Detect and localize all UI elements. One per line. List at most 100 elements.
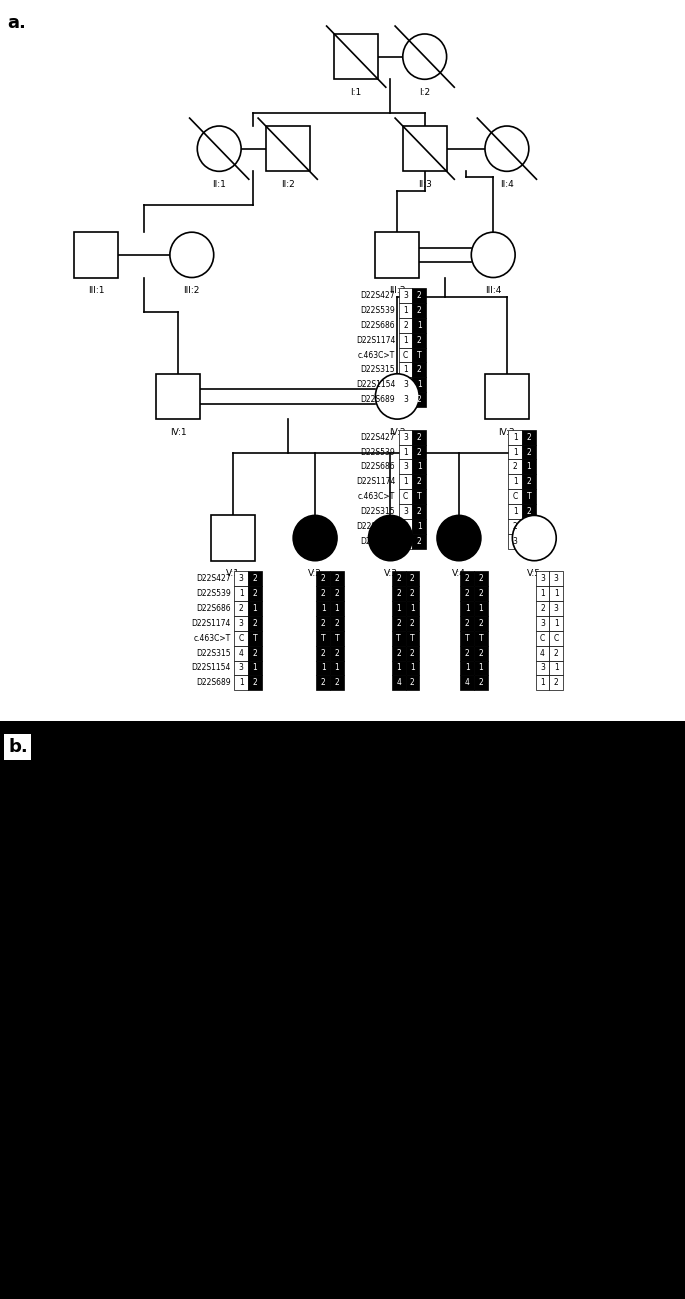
Text: D22S1174: D22S1174 [356, 477, 395, 486]
Polygon shape [25, 427, 645, 1069]
Bar [392, 675, 406, 690]
Bar [474, 616, 488, 631]
Text: 1: 1 [397, 604, 401, 613]
Bar [460, 601, 474, 616]
Bar [406, 646, 419, 660]
Bar [406, 675, 419, 690]
Text: c.463C>T: c.463C>T [194, 634, 231, 643]
Text: D22S315: D22S315 [360, 365, 395, 374]
Text: 2: 2 [417, 335, 421, 344]
Bar [330, 631, 344, 646]
Text: III:1: III:1 [88, 286, 104, 295]
Bar [549, 631, 563, 646]
Text: 2: 2 [527, 507, 531, 516]
Bar [536, 631, 549, 646]
Bar [330, 660, 344, 675]
Text: 1: 1 [417, 462, 421, 472]
Text: 1: 1 [239, 678, 243, 687]
Bar [474, 586, 488, 601]
Text: 2: 2 [465, 590, 469, 598]
Bar [334, 34, 378, 79]
Text: V:4: V:4 [452, 569, 466, 578]
Bar [536, 660, 549, 675]
Circle shape [471, 233, 515, 278]
Text: T: T [397, 634, 401, 643]
Bar [392, 631, 406, 646]
Text: C: C [238, 634, 244, 643]
Text: T: T [321, 634, 325, 643]
Bar [412, 518, 426, 534]
Text: IV:3: IV:3 [499, 427, 515, 436]
Text: I:2: I:2 [419, 88, 430, 97]
Text: 2: 2 [417, 507, 421, 516]
Bar [316, 675, 330, 690]
Text: 2: 2 [479, 678, 483, 687]
Bar [508, 518, 522, 534]
Bar [412, 303, 426, 318]
Bar [412, 430, 426, 444]
Bar [316, 586, 330, 601]
Bar [0, 721, 50, 788]
Text: 3: 3 [553, 574, 559, 583]
Text: 3: 3 [540, 618, 545, 627]
Text: 2: 2 [410, 574, 414, 583]
Bar [412, 288, 426, 303]
Bar [399, 333, 412, 348]
Bar [536, 675, 549, 690]
Bar [522, 444, 536, 460]
Text: 1: 1 [417, 522, 421, 531]
Bar [508, 444, 522, 460]
Text: 2: 2 [397, 574, 401, 583]
Text: b.: b. [8, 738, 28, 756]
Text: 2: 2 [465, 574, 469, 583]
Bar [392, 601, 406, 616]
Text: III:3: III:3 [389, 286, 406, 295]
Text: 3: 3 [238, 574, 244, 583]
Bar [549, 660, 563, 675]
Circle shape [512, 516, 556, 561]
Text: 2: 2 [253, 574, 257, 583]
Bar [412, 318, 426, 333]
Text: 1: 1 [554, 618, 558, 627]
Text: I:1: I:1 [351, 88, 362, 97]
Text: 4: 4 [238, 648, 244, 657]
Text: 2: 2 [253, 678, 257, 687]
Circle shape [293, 516, 337, 561]
Text: 4: 4 [464, 678, 470, 687]
Text: D22S539: D22S539 [360, 307, 395, 314]
Text: D22S427: D22S427 [360, 291, 395, 300]
Bar [522, 490, 536, 504]
Text: 2: 2 [321, 678, 325, 687]
Bar [234, 631, 248, 646]
Text: T: T [335, 634, 339, 643]
Text: 3: 3 [403, 395, 408, 404]
Text: 1: 1 [513, 477, 517, 486]
Bar [522, 534, 536, 548]
Text: 3: 3 [238, 618, 244, 627]
Bar [392, 586, 406, 601]
Text: 1: 1 [253, 604, 257, 613]
Text: D22S1154: D22S1154 [356, 381, 395, 390]
Text: 2: 2 [527, 448, 531, 456]
Bar [460, 616, 474, 631]
Bar [330, 601, 344, 616]
Text: D22S686: D22S686 [360, 462, 395, 472]
Text: c.463C>T: c.463C>T [358, 351, 395, 360]
Text: 2: 2 [410, 590, 414, 598]
Bar [412, 504, 426, 518]
Bar [399, 362, 412, 377]
Text: 3: 3 [403, 291, 408, 300]
Bar [460, 646, 474, 660]
Bar [330, 646, 344, 660]
Bar [412, 377, 426, 392]
Text: 2: 2 [417, 477, 421, 486]
Text: 2: 2 [253, 590, 257, 598]
Text: 2: 2 [410, 618, 414, 627]
Text: D22S1174: D22S1174 [356, 335, 395, 344]
Bar [412, 333, 426, 348]
Bar [522, 430, 536, 444]
Text: D22S689: D22S689 [360, 536, 395, 546]
Text: 2: 2 [479, 574, 483, 583]
Text: 2: 2 [479, 590, 483, 598]
Text: 2: 2 [397, 618, 401, 627]
